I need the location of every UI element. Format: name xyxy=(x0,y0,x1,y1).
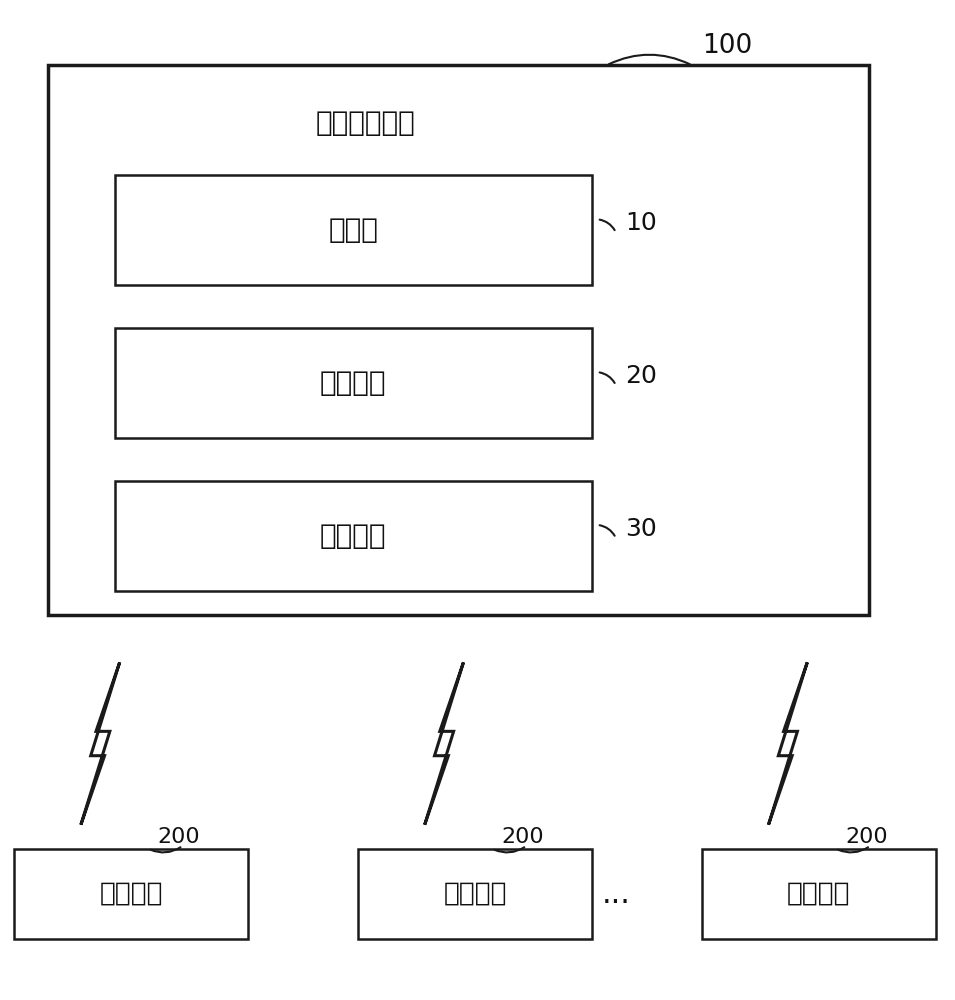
Bar xyxy=(115,328,592,438)
Bar xyxy=(48,65,869,615)
Bar xyxy=(115,175,592,285)
Text: 30: 30 xyxy=(626,517,657,541)
Text: 200: 200 xyxy=(158,827,201,847)
Text: 200: 200 xyxy=(845,827,888,847)
Bar xyxy=(14,849,248,939)
Text: 处理器: 处理器 xyxy=(329,216,378,244)
Bar xyxy=(358,849,592,939)
Text: 200: 200 xyxy=(501,827,544,847)
Text: 100: 100 xyxy=(702,33,753,59)
Text: 20: 20 xyxy=(626,364,657,388)
Text: 存储设备: 存储设备 xyxy=(320,369,387,397)
Text: ...: ... xyxy=(602,880,630,909)
Bar xyxy=(115,481,592,591)
Text: 加工设备: 加工设备 xyxy=(99,881,163,907)
Text: 加工设备: 加工设备 xyxy=(443,881,507,907)
Bar xyxy=(702,849,936,939)
Text: 10: 10 xyxy=(626,211,657,235)
Text: 加工设备: 加工设备 xyxy=(787,881,851,907)
Text: 显示单元: 显示单元 xyxy=(320,522,387,550)
Text: 生产管理装置: 生产管理装置 xyxy=(315,109,414,137)
